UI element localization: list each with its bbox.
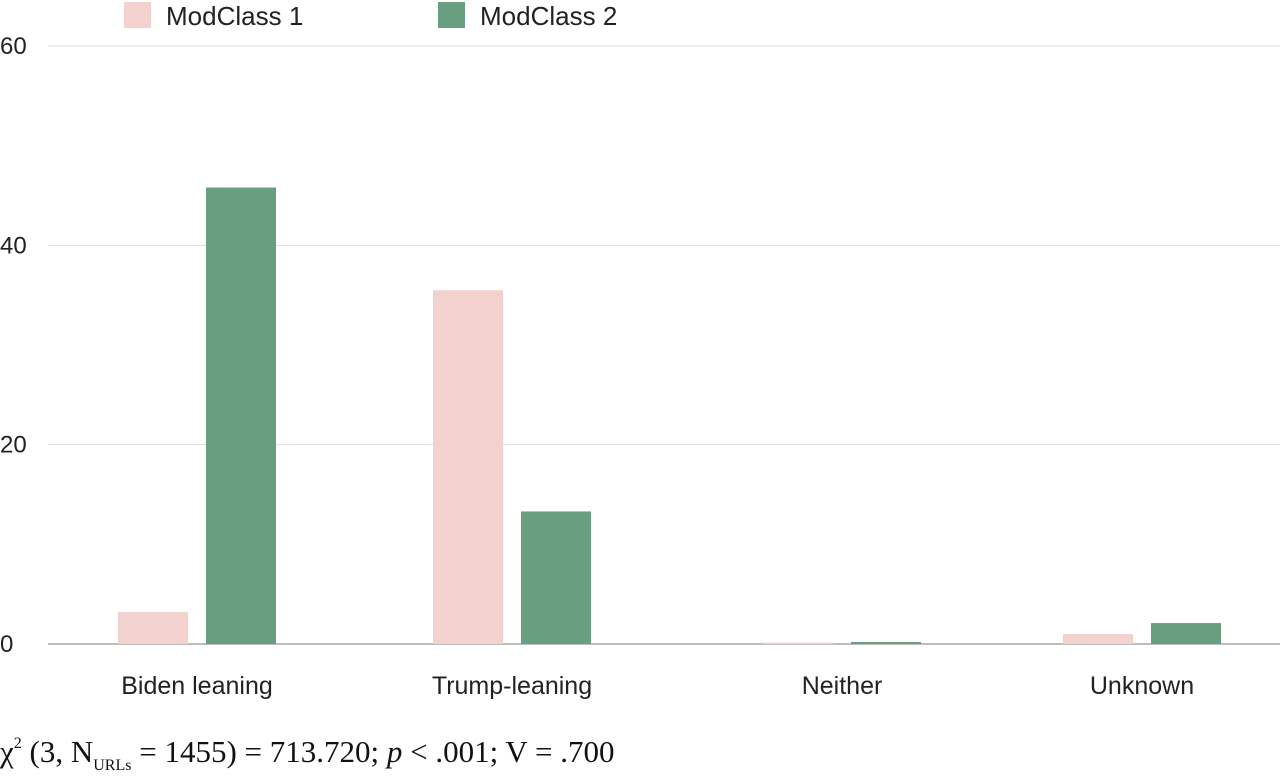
x-category-label: Neither <box>802 672 883 700</box>
legend-label-series-2: ModClass 2 <box>480 1 617 31</box>
bar-biden-leaning-series-1 <box>118 612 188 644</box>
legend-swatch-series-1 <box>124 2 151 28</box>
bar-trump-leaning-series-2 <box>521 511 591 644</box>
bar-unknown-series-2 <box>1151 623 1221 644</box>
x-category-label: Trump-leaning <box>432 672 592 700</box>
bar-trump-leaning-series-1 <box>433 290 503 644</box>
bar-unknown-series-1 <box>1063 634 1133 644</box>
stat-tail: < .001; V = .700 <box>402 734 615 769</box>
y-tick-label: 20 <box>0 432 27 459</box>
x-axis-labels: Biden leaning Trump-leaning Neither Unknown <box>121 672 1194 700</box>
y-axis-ticks: 0 20 40 60 <box>0 33 27 658</box>
legend: ModClass 1 ModClass 2 <box>124 1 617 31</box>
x-category-label: Unknown <box>1090 672 1194 700</box>
legend-swatch-series-2 <box>438 2 465 28</box>
chi-superscript: 2 <box>13 735 22 752</box>
stat-mid: = 1455) = 713.720; <box>131 734 387 769</box>
p-symbol: p <box>386 734 403 769</box>
stat-open: (3, N <box>21 734 94 769</box>
bar-chart: 0 20 40 60 Biden leaning Trump-leaning Neithe… <box>0 1 1280 700</box>
y-tick-label: 0 <box>0 631 13 658</box>
bar-neither-series-1 <box>763 642 833 644</box>
x-category-label: Biden leaning <box>121 672 273 700</box>
n-subscript: URLs <box>93 757 132 774</box>
bars <box>118 187 1221 644</box>
bar-neither-series-2 <box>851 642 921 644</box>
y-tick-label: 60 <box>0 33 27 60</box>
bar-biden-leaning-series-2 <box>206 187 276 644</box>
y-tick-label: 40 <box>0 232 27 259</box>
legend-label-series-1: ModClass 1 <box>166 1 303 31</box>
statistics-caption: χ2 (3, NURLs = 1455) = 713.720; p < .001… <box>0 734 614 775</box>
chi-symbol: χ <box>0 734 14 769</box>
